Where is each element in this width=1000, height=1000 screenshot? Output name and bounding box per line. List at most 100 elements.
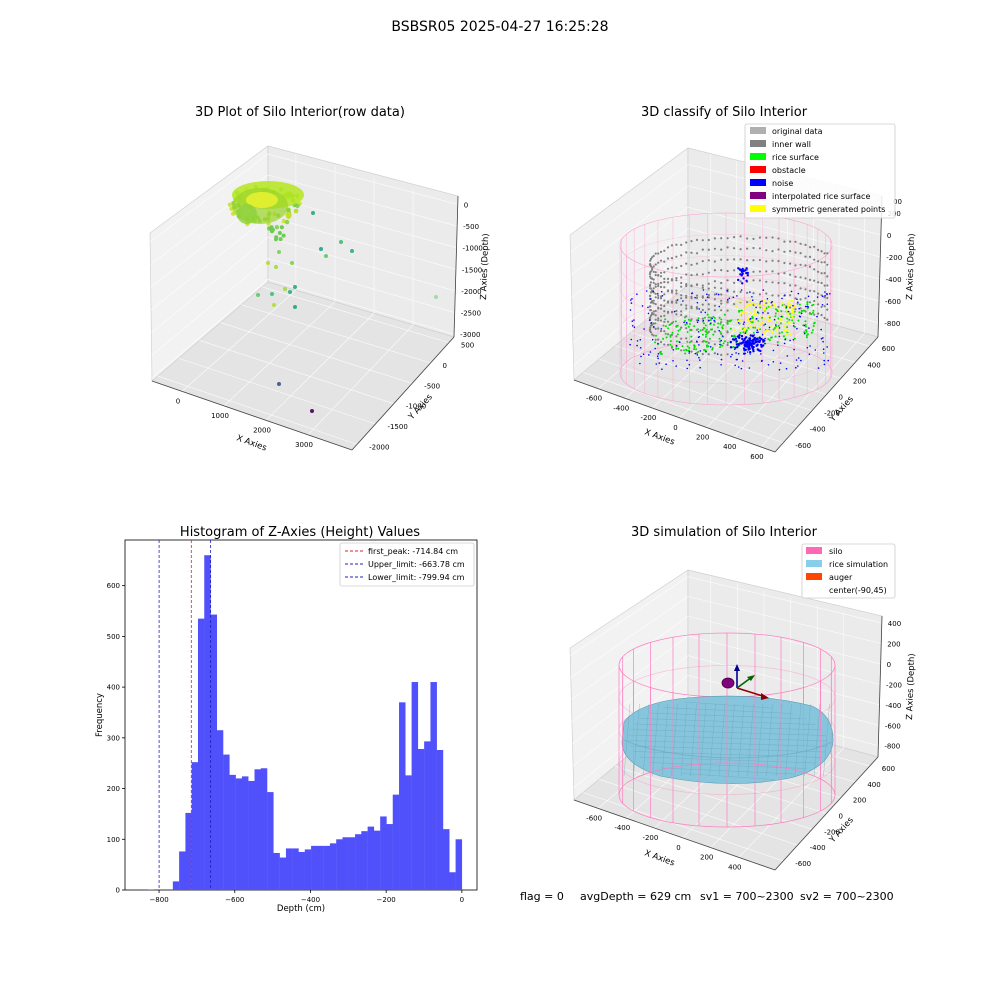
inner-wall-point [823, 316, 826, 320]
mesh-line [628, 740, 828, 747]
rice-surface-point [768, 316, 771, 319]
rice-surface-point [684, 316, 686, 319]
noise-point [742, 347, 746, 350]
histogram-bar [223, 754, 230, 890]
noise-point [639, 338, 642, 341]
noise-point [773, 318, 776, 321]
inner-wall-point [726, 301, 729, 304]
inner-wall-point [654, 309, 657, 312]
symmetric-point [767, 315, 770, 318]
mesh-line [804, 703, 811, 777]
rice-surface-point [693, 344, 696, 347]
rice-surface-point [664, 332, 667, 335]
rice-surface-point [704, 340, 707, 343]
legend-swatch [806, 573, 822, 580]
noise-point [688, 352, 690, 354]
p4-y-tick: 400 [867, 781, 880, 789]
inner-wall-point [701, 284, 704, 287]
inner-wall-point [670, 278, 674, 281]
noise-point [817, 367, 820, 369]
noise-point [704, 311, 707, 314]
inner-wall-point [823, 305, 826, 308]
rice-surface-point [812, 325, 815, 327]
rice-surface-point [664, 318, 667, 321]
histogram-bar [449, 872, 456, 890]
inner-wall-point [659, 285, 663, 289]
noise-point [660, 291, 663, 293]
p1-x-tick: 2000 [253, 426, 271, 434]
inner-wall-point [826, 318, 829, 321]
noise-point [630, 302, 633, 304]
inner-wall-point [713, 309, 717, 312]
scatter-point [272, 303, 276, 307]
inner-wall-point [657, 338, 660, 341]
symmetric-point [740, 327, 743, 330]
rice-surface-point [684, 352, 687, 355]
mesh-line [785, 703, 792, 777]
symmetric-point [786, 328, 789, 331]
inner-wall-point [659, 275, 663, 278]
symmetric-point [776, 320, 779, 323]
p2-y-tick: 400 [867, 361, 880, 369]
histogram-bar [399, 702, 406, 890]
inner-wall-point [675, 289, 678, 292]
symmetric-point [760, 320, 763, 323]
inner-wall-point [657, 282, 660, 285]
inner-wall-point [695, 283, 699, 286]
noise-point [641, 305, 644, 307]
mesh-line [813, 703, 821, 777]
inner-wall-point [823, 261, 826, 264]
rice-surface-point [674, 320, 677, 323]
symmetric-point [773, 306, 776, 309]
noise-point [760, 353, 762, 355]
histogram-bar [292, 848, 299, 890]
rice-surface-point [791, 319, 794, 322]
inner-wall-point [739, 280, 742, 283]
noise-point [824, 291, 826, 293]
inner-wall-point [690, 350, 693, 353]
scatter-point [227, 202, 233, 207]
p1-z-tick: -3000 [460, 331, 480, 339]
legend-label: inner wall [772, 140, 811, 149]
noise-point [757, 311, 759, 314]
symmetric-point [774, 320, 777, 323]
mesh-line [634, 723, 822, 731]
inner-wall-point [794, 297, 797, 300]
legend-swatch [750, 179, 766, 186]
noise-point [705, 299, 707, 302]
scatter-point [281, 233, 286, 238]
rice-surface-point [805, 331, 808, 333]
inner-wall-point [720, 269, 723, 272]
symmetric-point [742, 311, 745, 314]
inner-wall-point [713, 269, 717, 272]
noise-point [734, 364, 736, 367]
rice-surface-point [726, 323, 729, 325]
inner-wall-point [746, 291, 749, 294]
inner-wall-point [726, 343, 729, 347]
inner-wall-point [726, 269, 729, 273]
rice-surface-point [720, 318, 723, 321]
inner-wall-point [680, 310, 683, 313]
inner-wall-point [752, 292, 755, 295]
scatter-point [293, 305, 297, 309]
rice-surface-point [804, 320, 807, 323]
rice-surface-point [708, 316, 710, 319]
p2-x-tick: -400 [613, 404, 629, 412]
rice-surface-point [726, 330, 729, 333]
symmetric-point [745, 312, 748, 315]
noise-point [705, 350, 707, 353]
noise-point [749, 350, 752, 354]
legend-label: first_peak: -714.84 cm [368, 547, 458, 556]
panel3-ylabel: Frequency [95, 693, 105, 737]
noise-point [652, 290, 655, 293]
noise-point [636, 340, 639, 342]
noise-point [744, 332, 747, 335]
noise-point [697, 331, 700, 333]
rice-surface-point [722, 342, 725, 345]
inner-wall-point [670, 300, 674, 303]
p1-y-tick: -1000 [406, 403, 426, 411]
legend-label: obstacle [772, 166, 806, 175]
inner-wall-point [657, 252, 660, 255]
scatter-point [266, 261, 270, 265]
inner-wall-point [657, 296, 660, 300]
